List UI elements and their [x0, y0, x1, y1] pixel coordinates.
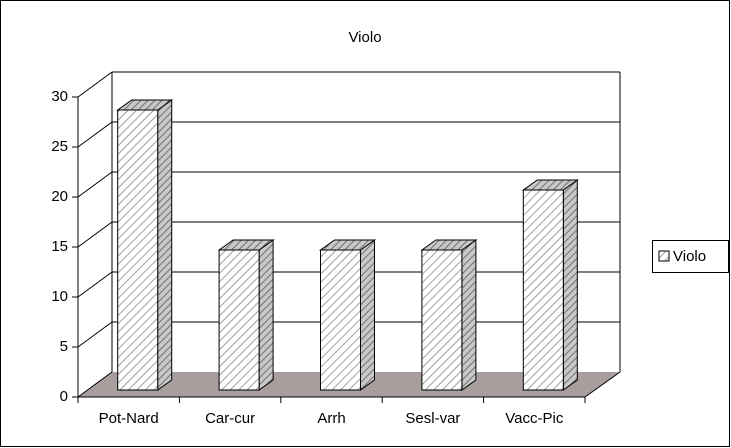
bar	[217, 239, 275, 391]
x-tick-label: Vacc-Pic	[505, 410, 564, 427]
x-tick-label: Pot-Nard	[99, 410, 159, 427]
legend-label: Violo	[673, 248, 706, 265]
x-tick-label: Sesl-var	[405, 410, 460, 427]
bar	[420, 239, 478, 391]
y-tick-label: 10	[51, 288, 68, 305]
y-tick-label: 30	[51, 88, 68, 105]
grid-line	[77, 271, 113, 298]
legend-swatch	[658, 250, 670, 262]
chart-title: Violo	[348, 29, 381, 46]
x-tick-label: Arrh	[317, 410, 345, 427]
x-tick-label: Car-cur	[205, 410, 255, 427]
bar	[318, 239, 377, 391]
floor-edge	[584, 371, 621, 398]
y-tick-label: 20	[51, 188, 68, 205]
grid-line	[77, 171, 113, 198]
grid-line	[77, 71, 113, 98]
y-tick-label: 0	[60, 388, 68, 405]
y-tick-label: 5	[60, 338, 68, 355]
grid-line	[77, 321, 113, 348]
grid-line	[77, 121, 113, 148]
y-tick-label: 15	[51, 238, 68, 255]
y-tick-label: 25	[51, 138, 68, 155]
bar	[521, 179, 579, 391]
grid-line	[77, 371, 113, 398]
grid-line	[77, 221, 113, 248]
bar	[116, 99, 174, 391]
